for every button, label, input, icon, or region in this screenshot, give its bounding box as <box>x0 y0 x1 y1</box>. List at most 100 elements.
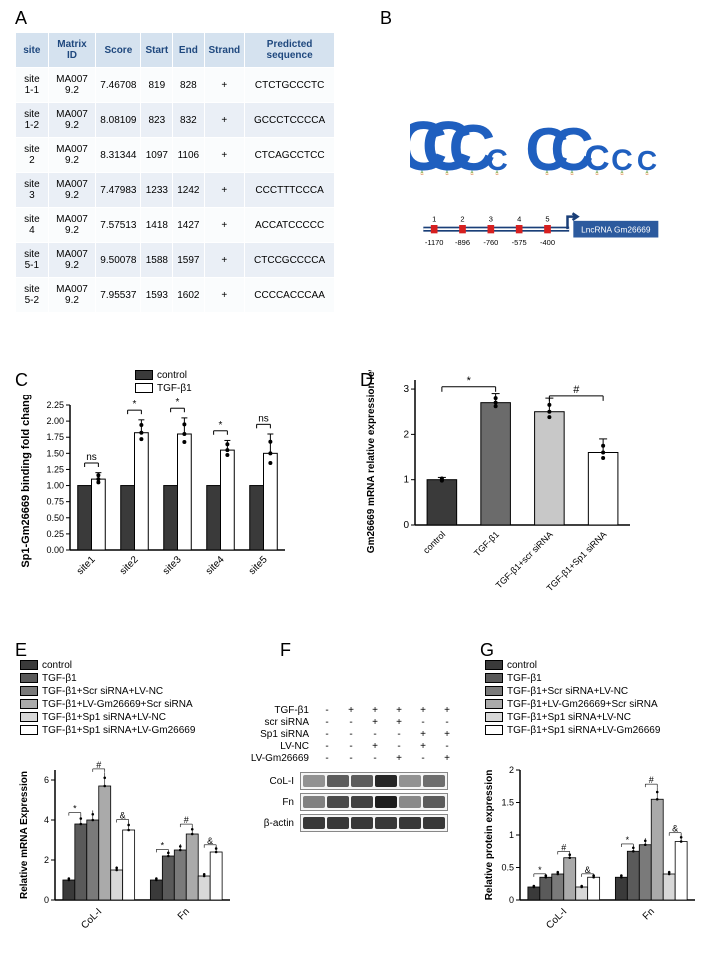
svg-text:0: 0 <box>403 520 409 531</box>
svg-text:CoL-I: CoL-I <box>544 906 569 931</box>
table-cell: + <box>204 243 245 278</box>
table-cell: MA007 9.2 <box>48 278 96 313</box>
table-cell: 8.31344 <box>96 138 141 173</box>
table-cell: 8.08109 <box>96 103 141 138</box>
table-cell: site 5-1 <box>16 243 49 278</box>
svg-text:*: * <box>133 399 137 410</box>
legend-item: control <box>20 660 195 671</box>
svg-text:ns: ns <box>86 452 97 463</box>
legend-item: TGF-β1+Sp1 siRNA+LV-Gm26669 <box>485 725 660 736</box>
svg-text:1: 1 <box>403 475 409 486</box>
svg-text:ns: ns <box>258 413 269 424</box>
legend-item: TGF-β1+Sp1 siRNA+LV-NC <box>20 712 195 723</box>
table-cell: MA007 9.2 <box>48 173 96 208</box>
table-cell: 1602 <box>173 278 204 313</box>
svg-text:Fn: Fn <box>176 906 192 922</box>
svg-text:-1170: -1170 <box>425 238 444 247</box>
table-header: Predicted sequence <box>245 33 335 68</box>
condition-row: LV-Gm26669---+-+ <box>245 753 470 764</box>
table-cell: 1597 <box>173 243 204 278</box>
table-cell: + <box>204 173 245 208</box>
svg-text:LncRNA Gm26669: LncRNA Gm26669 <box>581 225 651 235</box>
legend-item: TGF-β1 <box>485 673 660 684</box>
svg-text:Fn: Fn <box>641 906 657 922</box>
svg-text:3: 3 <box>489 215 493 224</box>
table-cell: 1588 <box>141 243 173 278</box>
svg-text:1: 1 <box>432 215 436 224</box>
legend-item: TGF-β1+Sp1 siRNA+LV-Gm26669 <box>20 725 195 736</box>
panel-a-table: siteMatrix IDScoreStartEndStrandPredicte… <box>15 10 335 313</box>
table-cell: MA007 9.2 <box>48 243 96 278</box>
table-cell: site 5-2 <box>16 278 49 313</box>
svg-text:#: # <box>96 760 101 770</box>
table-cell: 7.47983 <box>96 173 141 208</box>
svg-text:0.5: 0.5 <box>501 863 514 873</box>
table-cell: ACCATCCCCC <box>245 208 335 243</box>
svg-text:*: * <box>467 375 472 387</box>
svg-text:Relative mRNA Expression: Relative mRNA Expression <box>19 771 30 899</box>
table-cell: 819 <box>141 68 173 103</box>
table-header: Strand <box>204 33 245 68</box>
blot-row: CoL-I <box>245 772 470 790</box>
table-cell: 1242 <box>173 173 204 208</box>
svg-text:Relative protein expression: Relative protein expression <box>484 770 495 901</box>
chart-g: controlTGF-β1TGF-β1+Scr siRNA+LV-NCTGF-β… <box>480 640 700 970</box>
svg-text:2: 2 <box>460 215 464 224</box>
svg-text:&: & <box>207 836 213 846</box>
svg-text:2: 2 <box>403 429 409 440</box>
table-cell: + <box>204 103 245 138</box>
table-cell: MA007 9.2 <box>48 208 96 243</box>
table-cell: 1106 <box>173 138 204 173</box>
chart-d: 0 1 2 3 Gm26669 mRNA relative expression lev… <box>360 370 640 615</box>
table-cell: site 1-1 <box>16 68 49 103</box>
svg-text:&: & <box>585 865 591 875</box>
blot-row: Fn <box>245 793 470 811</box>
legend-item: TGF-β1+LV-Gm26669+Scr siRNA <box>20 699 195 710</box>
svg-text:TGF-β1+Sp1 siRNA: TGF-β1+Sp1 siRNA <box>545 529 609 593</box>
table-cell: 1233 <box>141 173 173 208</box>
svg-text:TGF-β1+scr siRNA: TGF-β1+scr siRNA <box>494 529 555 590</box>
svg-text:*: * <box>161 840 165 850</box>
svg-text:4: 4 <box>517 215 521 224</box>
table-header: Matrix ID <box>48 33 96 68</box>
legend-item: TGF-β1+Sp1 siRNA+LV-NC <box>485 712 660 723</box>
table-cell: CTCAGCCTCC <box>245 138 335 173</box>
table-cell: 828 <box>173 68 204 103</box>
svg-text:*: * <box>538 865 542 875</box>
svg-text:site4: site4 <box>204 554 227 577</box>
table-cell: 823 <box>141 103 173 138</box>
svg-text:*: * <box>73 804 77 814</box>
svg-text:4: 4 <box>44 815 49 825</box>
svg-text:0.25: 0.25 <box>46 529 64 539</box>
table-cell: 1593 <box>141 278 173 313</box>
table-cell: 7.46708 <box>96 68 141 103</box>
svg-text:3: 3 <box>403 384 409 395</box>
svg-text:5: 5 <box>545 215 549 224</box>
table-cell: + <box>204 278 245 313</box>
table-header: site <box>16 33 49 68</box>
svg-text:#: # <box>649 775 654 785</box>
table-cell: 7.57513 <box>96 208 141 243</box>
table-cell: + <box>204 68 245 103</box>
svg-text:2.25: 2.25 <box>46 400 64 410</box>
svg-text:#: # <box>573 384 580 396</box>
legend-item: TGF-β1 <box>20 673 195 684</box>
svg-text:1.25: 1.25 <box>46 464 64 474</box>
svg-text:2.00: 2.00 <box>46 416 64 426</box>
table-cell: MA007 9.2 <box>48 138 96 173</box>
svg-text:1.5: 1.5 <box>501 798 514 808</box>
svg-text:Gm26669 mRNA relative expressi: Gm26669 mRNA relative expression levels <box>366 370 377 553</box>
table-cell: 9.50078 <box>96 243 141 278</box>
condition-row: Sp1 siRNA----++ <box>245 729 470 740</box>
table-header: End <box>173 33 204 68</box>
chart-e: controlTGF-β1TGF-β1+Scr siRNA+LV-NCTGF-β… <box>15 640 235 970</box>
svg-text:6: 6 <box>44 775 49 785</box>
svg-text:-400: -400 <box>540 238 555 247</box>
table-header: Start <box>141 33 173 68</box>
gene-diagram: 1-11702-8963-7604-5755-400LncRNA Gm26669 <box>395 210 685 260</box>
legend-item: TGF-β1 <box>135 383 192 394</box>
blot-row: β-actin <box>245 814 470 832</box>
svg-text:*: * <box>176 397 180 408</box>
table-cell: MA007 9.2 <box>48 68 96 103</box>
svg-text:0: 0 <box>509 895 514 905</box>
